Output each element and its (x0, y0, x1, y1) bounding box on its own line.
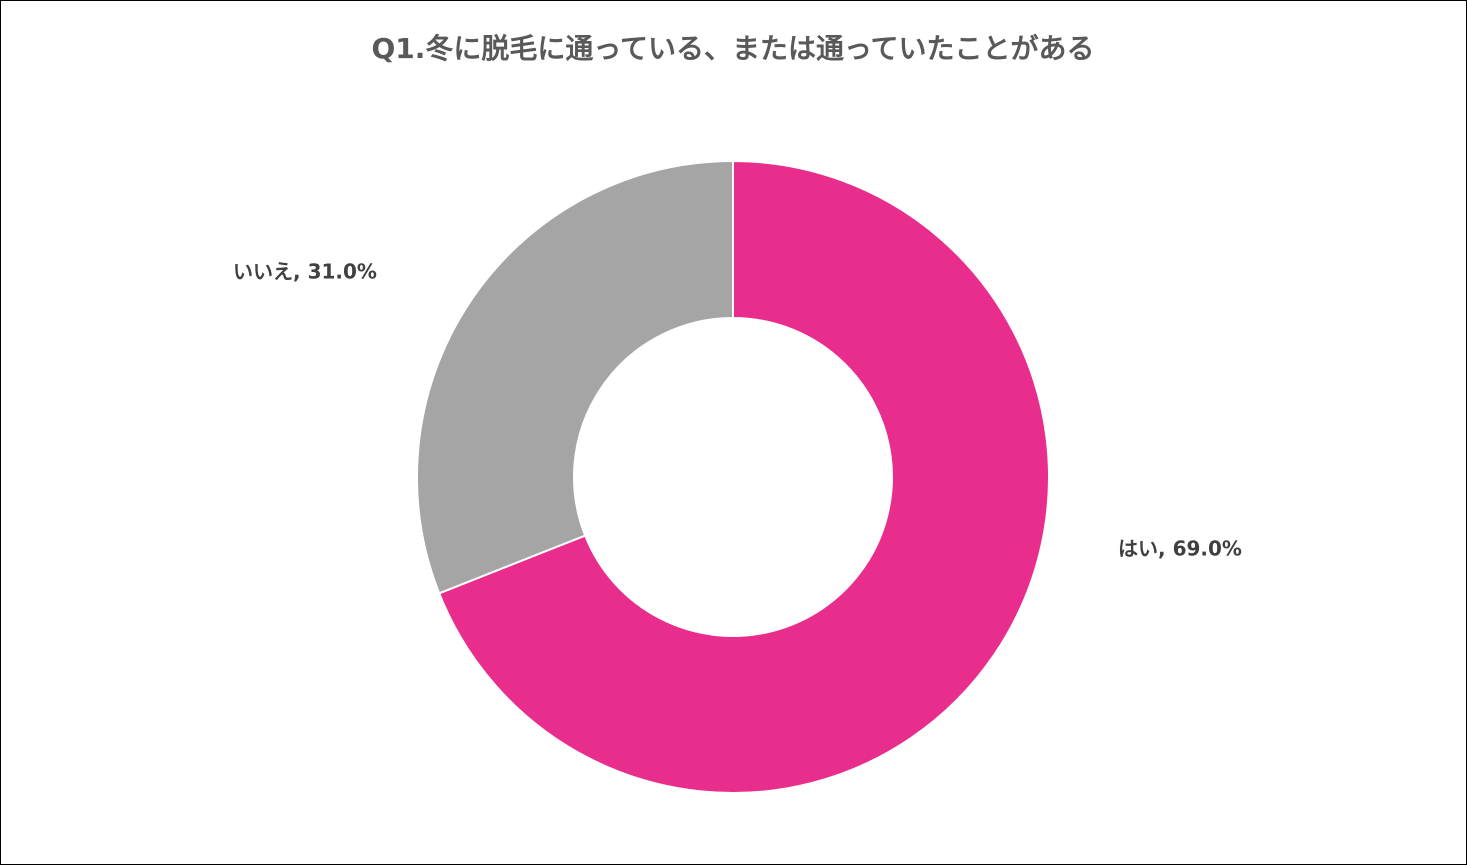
data-label: いいえ, 31.0% (233, 260, 377, 284)
donut-slice (437, 159, 1050, 794)
data-label: はい, 69.0% (1118, 537, 1242, 561)
donut-slice (416, 159, 734, 595)
chart-title: Q1.冬に脱毛に通っている、または通っていたことがある (371, 32, 1094, 65)
